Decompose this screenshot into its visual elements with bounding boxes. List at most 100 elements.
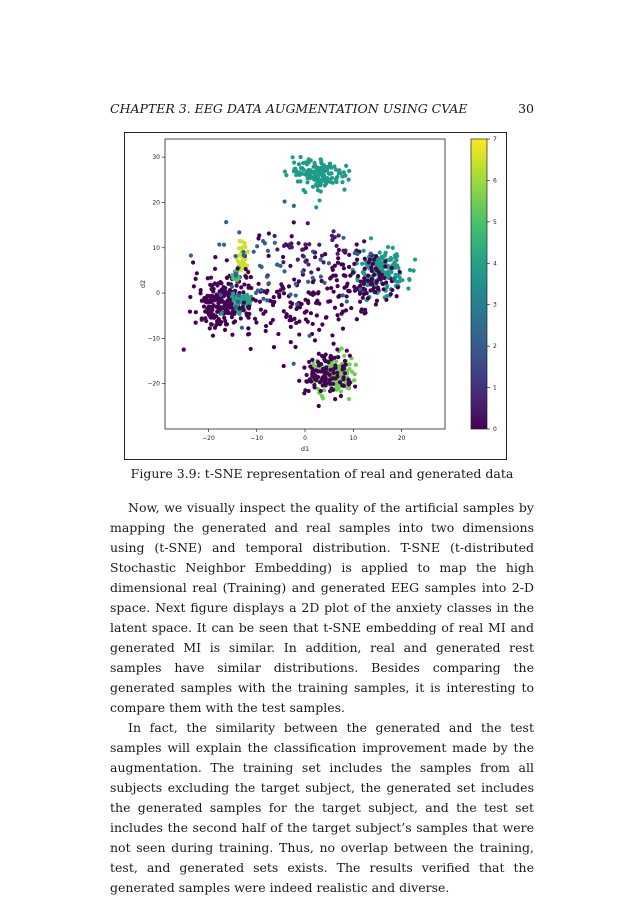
data-point bbox=[235, 276, 240, 282]
tsne-figure: −20 −10 0 10 20 −20 −10 0 10 20 30 d1 d2 0 1 2 3 4 5 6 7 bbox=[124, 132, 507, 460]
data-point bbox=[340, 174, 345, 179]
data-point bbox=[346, 288, 351, 294]
data-point bbox=[381, 287, 386, 292]
data-point bbox=[253, 290, 259, 296]
data-point bbox=[226, 302, 231, 307]
data-point bbox=[300, 253, 305, 258]
data-point bbox=[220, 306, 225, 311]
y-tick-label: 0 bbox=[156, 290, 160, 297]
data-point bbox=[326, 360, 331, 365]
data-point bbox=[187, 309, 193, 314]
data-point bbox=[306, 279, 311, 284]
data-point bbox=[206, 312, 212, 318]
data-point bbox=[315, 359, 321, 365]
data-point bbox=[333, 397, 338, 402]
data-point bbox=[315, 298, 320, 303]
data-point bbox=[360, 261, 365, 266]
data-point bbox=[390, 287, 395, 293]
data-point bbox=[243, 274, 248, 279]
data-point bbox=[181, 347, 186, 352]
y-tick-label: −20 bbox=[147, 381, 160, 388]
data-point bbox=[387, 270, 392, 275]
data-point bbox=[246, 315, 251, 320]
data-point bbox=[211, 312, 216, 317]
data-point bbox=[307, 359, 312, 365]
data-point bbox=[326, 299, 331, 304]
data-point bbox=[305, 298, 311, 303]
data-point bbox=[298, 179, 303, 184]
data-point bbox=[372, 257, 377, 262]
data-point bbox=[246, 326, 251, 331]
data-point bbox=[307, 242, 312, 247]
data-point bbox=[333, 365, 338, 371]
data-point bbox=[329, 285, 334, 291]
data-point bbox=[338, 389, 344, 394]
data-point bbox=[264, 290, 269, 295]
data-point bbox=[361, 281, 366, 286]
data-point bbox=[368, 236, 374, 241]
data-point bbox=[319, 377, 324, 382]
data-point bbox=[270, 317, 275, 323]
data-point bbox=[261, 238, 266, 244]
data-point bbox=[395, 285, 400, 290]
data-point bbox=[263, 323, 269, 329]
data-point bbox=[313, 255, 318, 260]
data-point bbox=[297, 319, 302, 324]
data-point bbox=[322, 388, 327, 393]
data-point bbox=[385, 283, 390, 288]
data-point bbox=[369, 265, 374, 270]
data-point bbox=[281, 291, 287, 296]
data-point bbox=[373, 302, 379, 307]
data-point bbox=[397, 269, 402, 274]
data-point bbox=[222, 315, 227, 320]
data-point bbox=[327, 372, 332, 377]
data-point bbox=[324, 367, 329, 372]
paragraph-2: In fact, the similarity between the gene… bbox=[110, 720, 534, 895]
data-point bbox=[291, 361, 296, 366]
data-point bbox=[310, 275, 315, 280]
data-point bbox=[230, 332, 235, 337]
data-point bbox=[354, 317, 359, 322]
data-point bbox=[369, 268, 374, 274]
data-point bbox=[293, 281, 298, 287]
data-point bbox=[198, 291, 203, 296]
data-point bbox=[296, 279, 302, 284]
data-point bbox=[332, 235, 337, 240]
data-point bbox=[346, 396, 352, 402]
data-point bbox=[322, 357, 327, 362]
y-tick-label: −10 bbox=[147, 335, 160, 342]
data-point bbox=[330, 376, 335, 381]
data-point bbox=[290, 301, 295, 306]
data-point bbox=[341, 235, 346, 240]
data-point bbox=[236, 246, 242, 251]
data-point bbox=[347, 362, 352, 367]
data-point bbox=[289, 234, 294, 239]
data-point bbox=[341, 170, 346, 175]
data-point bbox=[210, 333, 216, 338]
data-point bbox=[362, 311, 367, 316]
data-point bbox=[383, 251, 388, 256]
data-point bbox=[331, 370, 336, 375]
data-point bbox=[292, 277, 297, 282]
data-point bbox=[277, 292, 282, 297]
data-point bbox=[188, 253, 194, 258]
data-point bbox=[326, 171, 331, 176]
colorbar-tick-label: 0 bbox=[493, 426, 497, 433]
data-point bbox=[331, 381, 336, 387]
data-point bbox=[199, 316, 204, 321]
data-point bbox=[261, 296, 266, 301]
data-point bbox=[312, 171, 317, 176]
data-point bbox=[332, 305, 338, 310]
data-point bbox=[257, 233, 262, 238]
data-point bbox=[336, 385, 341, 390]
data-point bbox=[243, 244, 248, 249]
data-point bbox=[322, 382, 327, 387]
data-point bbox=[330, 333, 335, 338]
data-point bbox=[264, 274, 270, 279]
data-point bbox=[318, 189, 323, 194]
data-point bbox=[331, 289, 336, 294]
data-point bbox=[214, 295, 219, 300]
data-point bbox=[245, 295, 250, 300]
data-point bbox=[296, 162, 302, 167]
data-point bbox=[388, 257, 393, 263]
